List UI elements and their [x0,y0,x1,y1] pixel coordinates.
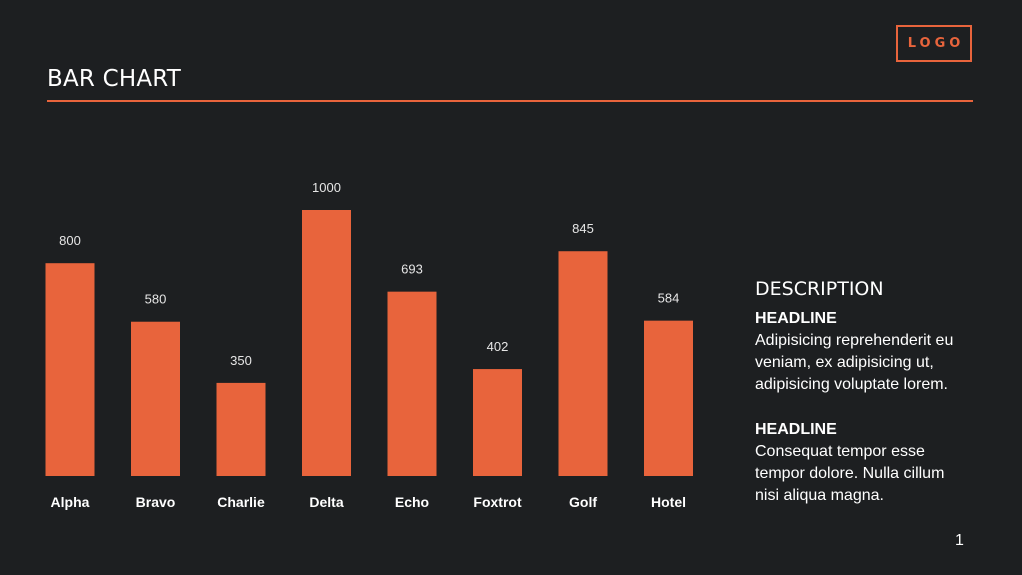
bar-echo [387,291,437,476]
page-title: BAR CHART [47,66,182,92]
body-line: Adipisicing reprehenderit eu [755,332,954,349]
category-label: Echo [395,494,429,510]
title-underline [47,100,973,102]
value-label: 1000 [312,180,341,195]
bar-bravo [131,321,180,476]
body-line: adipisicing voluptate lorem. [755,376,948,393]
value-label: 580 [145,292,167,307]
value-label: 350 [230,353,252,368]
bar-foxtrot [473,369,522,476]
value-label: 693 [401,262,423,277]
body-line: Consequat tempor esse [755,443,925,460]
description-block: HEADLINE Adipisicing reprehenderit eu ve… [755,308,995,396]
headline: HEADLINE [755,421,837,438]
page-number: 1 [955,532,964,549]
bar-alpha [45,263,95,476]
category-label: Foxtrot [473,494,522,510]
description-block: HEADLINE Consequat tempor esse tempor do… [755,419,995,507]
category-label: Hotel [651,494,686,510]
value-label: 402 [487,339,509,354]
bar-charlie [216,382,266,476]
value-label: 845 [572,221,594,236]
category-label: Golf [569,494,597,510]
bar-hotel [644,320,693,476]
value-label: 800 [59,233,81,248]
bar-delta [302,210,351,476]
category-label: Alpha [51,494,90,510]
headline: HEADLINE [755,310,837,327]
body-line: veniam, ex adipisicing ut, [755,354,934,371]
value-label: 584 [658,291,680,306]
body-line: tempor dolore. Nulla cillum [755,465,945,482]
body-line: nisi aliqua magna. [755,487,884,504]
category-label: Bravo [136,494,176,510]
description-panel: DESCRIPTION HEADLINE Adipisicing reprehe… [755,278,995,507]
bar-chart: 800 Alpha 580 Bravo 350 Charlie 1000 Delta 693 Ec… [45,180,693,510]
description-heading: DESCRIPTION [755,278,884,300]
logo: LOGO [896,25,972,62]
category-label: Charlie [217,494,265,510]
bar-golf [558,251,608,476]
category-label: Delta [309,494,343,510]
